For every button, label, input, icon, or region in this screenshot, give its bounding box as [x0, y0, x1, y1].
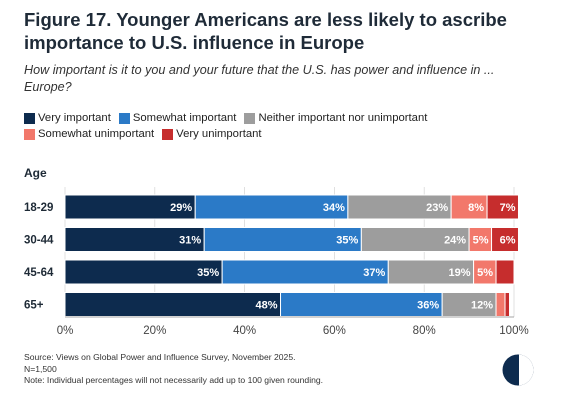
rounding-note: Note: Individual percentages will not ne… [24, 375, 324, 385]
data-label: 19% [449, 267, 471, 279]
chart-subtitle: How important is it to you and your futu… [24, 63, 495, 94]
data-label: 7% [500, 202, 516, 214]
bar-segment [491, 227, 519, 252]
data-label: 35% [197, 267, 219, 279]
legend-swatch [162, 128, 174, 140]
bar-segment [495, 292, 506, 317]
data-label: 36% [417, 300, 439, 312]
x-tick-label: 80% [413, 325, 436, 337]
legend-swatch [118, 112, 130, 124]
data-label: 8% [468, 202, 484, 214]
bar-segment [203, 227, 362, 252]
legend-label: Very unimportant [176, 127, 262, 140]
data-label: 5% [477, 267, 493, 279]
bar-segment [280, 292, 443, 317]
bar-segment [441, 292, 497, 317]
sample-size: N=1,500 [24, 363, 57, 374]
category-label: 30-44 [24, 235, 54, 247]
bar-segment [450, 194, 488, 220]
logo-icon [502, 354, 534, 386]
legend-label: Somewhat unimportant [38, 127, 155, 140]
legend: Very important Somewhat important Neithe… [24, 110, 544, 142]
legend-item-neither: Neither important nor unimportant [244, 111, 427, 126]
x-tick-label: 60% [323, 325, 346, 337]
data-label: 24% [444, 235, 466, 247]
bar-segment [64, 227, 205, 252]
bar-segment [360, 227, 470, 252]
data-label: 23% [426, 202, 448, 214]
data-label: 35% [336, 235, 358, 247]
bar-segment [504, 292, 511, 317]
y-axis-label: Age [24, 166, 47, 180]
category-label: 45-64 [24, 267, 54, 279]
legend-item-very-important: Very important [24, 111, 111, 126]
legend-swatch [24, 128, 35, 140]
legend-item-very-unimportant: Very unimportant [162, 127, 262, 142]
legend-label: Somewhat important [132, 111, 237, 124]
bar-segment [64, 292, 282, 317]
category-label: 18-29 [24, 202, 53, 214]
x-tick-label: 20% [143, 325, 166, 337]
legend-label: Neither important nor unimportant [258, 111, 428, 124]
legend-swatch [244, 112, 256, 124]
legend-label: Very important [38, 111, 111, 124]
data-label: 12% [471, 300, 493, 312]
legend-row-1: Very important Somewhat important Neithe… [24, 110, 544, 126]
data-label: 6% [500, 235, 516, 247]
x-tick-label: 40% [233, 325, 256, 337]
legend-item-somewhat-unimportant: Somewhat unimportant [24, 127, 154, 142]
category-label: 65+ [24, 300, 44, 312]
x-tick-label: 0% [57, 325, 74, 337]
bar-segment [221, 259, 389, 285]
data-label: 31% [179, 235, 201, 247]
bar-segment [495, 259, 515, 285]
stacked-bar-chart: Age 0% 20% 40% 60% 80% 100% 18-29 29% 34% 23% 8% 7%… [24, 166, 529, 337]
data-label: 29% [170, 202, 192, 214]
bar-segment [486, 194, 519, 220]
legend-row-2: Somewhat unimportant Very unimportant [24, 126, 544, 142]
data-label: 37% [363, 267, 385, 279]
x-tick-label: 100% [499, 325, 528, 337]
chart-title: Figure 17. Younger Americans are less li… [24, 9, 507, 53]
bar-segment [64, 194, 196, 220]
legend-swatch [24, 112, 35, 124]
bar-segment [64, 259, 223, 285]
data-label: 48% [255, 300, 277, 312]
data-label: 5% [473, 235, 489, 247]
source-note: Source: Views on Global Power and Influe… [24, 352, 296, 362]
data-label: 34% [323, 202, 345, 214]
legend-item-somewhat-important: Somewhat important [118, 111, 237, 126]
footnotes: Source: Views on Global Power and Influe… [24, 352, 494, 387]
